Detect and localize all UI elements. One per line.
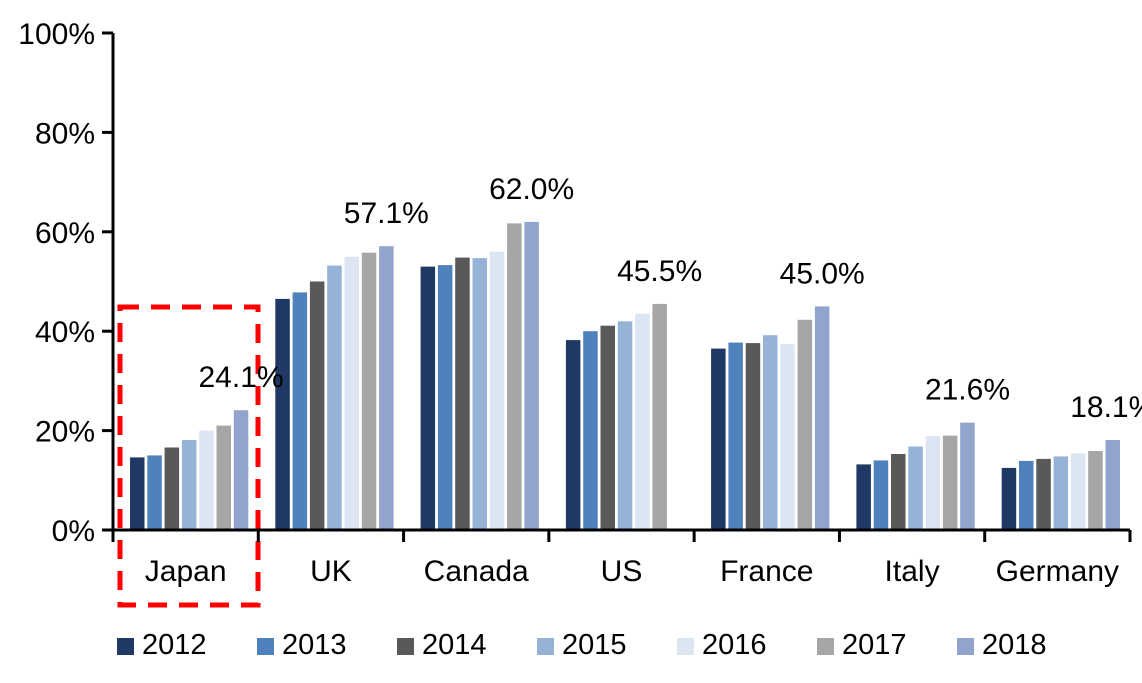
bar-uk-2015: [327, 265, 342, 530]
data-label-italy: 21.6%: [925, 374, 1010, 407]
data-label-france: 45.0%: [780, 257, 865, 290]
bar-us-2016: [635, 313, 650, 530]
bar-us-2012: [565, 340, 581, 530]
legend-label-2015: 2015: [562, 629, 627, 661]
y-axis-tick-label: 0%: [52, 515, 95, 548]
bar-italy-2015: [908, 446, 923, 530]
bar-italy-2017: [942, 435, 958, 530]
x-axis-category-label: Canada: [424, 555, 529, 588]
x-axis-category-label: US: [601, 555, 643, 588]
bar-us-2013: [583, 331, 598, 530]
bar-italy-2012: [856, 464, 871, 530]
bar-germany-2013: [1019, 460, 1034, 530]
x-axis-category-label: Japan: [145, 555, 227, 588]
bar-uk-2016: [344, 256, 359, 530]
bar-uk-2012: [275, 298, 290, 530]
bar-uk-2014: [309, 281, 325, 530]
bar-france-2015: [763, 335, 778, 530]
legend-label-2014: 2014: [422, 629, 487, 661]
bar-japan-2017: [216, 425, 231, 530]
bar-germany-2015: [1053, 456, 1069, 530]
bar-italy-2016: [925, 436, 941, 530]
bar-japan-2016: [199, 430, 214, 530]
legend-swatch-2014: [397, 638, 414, 655]
bar-italy-2018: [960, 422, 975, 530]
legend-label-2012: 2012: [142, 629, 207, 661]
data-label-canada: 62.0%: [489, 173, 574, 206]
bar-france-2014: [745, 343, 761, 530]
y-axis-tick-label: 60%: [35, 217, 95, 250]
legend-label-2013: 2013: [282, 629, 347, 661]
data-label-uk: 57.1%: [344, 197, 429, 230]
x-axis-category-label: France: [720, 555, 813, 588]
data-label-germany: 18.1%: [1070, 391, 1142, 424]
bar-japan-2015: [181, 440, 197, 530]
bar-france-2013: [728, 342, 743, 530]
legend-swatch-2017: [817, 638, 834, 655]
legend-label-2017: 2017: [842, 629, 907, 661]
bar-uk-2017: [361, 252, 377, 530]
bar-germany-2012: [1001, 467, 1017, 530]
bar-japan-2014: [164, 447, 180, 530]
x-axis-category-label: Germany: [996, 555, 1119, 588]
bar-canada-2015: [472, 258, 487, 530]
y-axis-tick-label: 20%: [35, 416, 95, 449]
bar-us-2017: [652, 303, 667, 530]
bar-japan-2013: [147, 455, 162, 530]
bar-germany-2016: [1070, 453, 1086, 530]
data-label-us: 45.5%: [617, 255, 702, 288]
data-label-japan: 24.1%: [199, 361, 284, 394]
bar-us-2015: [617, 321, 633, 530]
legend-swatch-2018: [957, 638, 974, 655]
highlight-dashed-box: [117, 304, 261, 608]
y-axis-tick-label: 80%: [35, 117, 95, 150]
legend-swatch-2013: [257, 638, 274, 655]
bar-japan-2018: [233, 410, 249, 530]
bar-canada-2017: [507, 223, 522, 530]
legend-label-2016: 2016: [702, 629, 767, 661]
x-axis-category-label: UK: [310, 555, 352, 588]
legend-swatch-2012: [117, 638, 134, 655]
x-axis-category-label: Italy: [885, 555, 940, 588]
bar-canada-2016: [489, 251, 505, 530]
bar-canada-2018: [524, 221, 539, 530]
bar-germany-2018: [1105, 440, 1120, 530]
bar-japan-2012: [130, 457, 145, 530]
bar-france-2016: [780, 344, 795, 530]
bar-canada-2013: [437, 265, 453, 530]
bar-germany-2014: [1036, 458, 1051, 530]
bar-canada-2012: [420, 266, 436, 530]
legend-swatch-2015: [537, 638, 554, 655]
bar-italy-2013: [873, 460, 889, 530]
legend-label-2018: 2018: [982, 629, 1047, 661]
bar-canada-2014: [455, 257, 470, 530]
bar-us-2014: [600, 325, 615, 530]
bar-france-2018: [814, 306, 830, 530]
y-axis-tick-label: 100%: [18, 18, 95, 51]
bar-uk-2018: [379, 246, 394, 530]
bar-germany-2017: [1088, 451, 1103, 530]
bar-italy-2014: [891, 454, 906, 530]
y-axis-tick-label: 40%: [35, 316, 95, 349]
legend-swatch-2016: [677, 638, 694, 655]
bar-france-2017: [797, 319, 813, 530]
bar-france-2012: [711, 348, 726, 530]
bar-uk-2013: [292, 292, 308, 530]
